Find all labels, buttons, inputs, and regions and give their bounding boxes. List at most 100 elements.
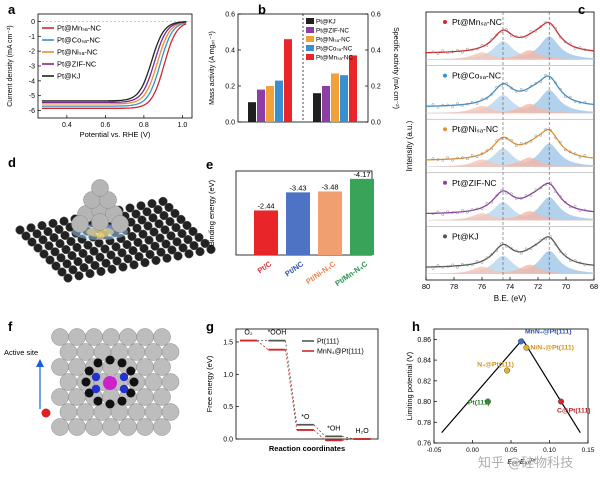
legend-label: Pt@Niₛₐ-NC	[316, 37, 351, 44]
xps-data-point	[534, 29, 538, 33]
xps-data-point	[480, 261, 484, 264]
x-tick-label: 0.05	[505, 447, 518, 454]
state-label: H₂O	[356, 428, 370, 435]
xps-data-point	[485, 256, 489, 260]
x-tick-label: 1.0	[178, 122, 188, 129]
y-tick-label-right: 0.0	[371, 120, 381, 127]
graphene-atom	[89, 246, 99, 256]
graphene-atom	[68, 265, 78, 275]
xps-data-point	[559, 140, 562, 144]
pt-atom	[68, 418, 86, 436]
xps-data-point	[431, 212, 435, 216]
fit-component	[426, 159, 594, 167]
xps-data-point	[529, 247, 533, 250]
xps-data-point	[441, 103, 445, 107]
y-tick-label: 0.82	[417, 378, 431, 385]
pt-atom	[127, 403, 146, 421]
graphene-atom	[128, 246, 138, 256]
nitrogen-atom	[119, 372, 129, 382]
xps-data-point	[519, 35, 523, 39]
carbon-atom	[84, 388, 94, 398]
xps-data-point	[554, 26, 557, 30]
sample-marker	[443, 127, 447, 132]
panel-label-b: b	[258, 2, 266, 17]
xps-data-point	[583, 208, 587, 212]
xps-data-point	[568, 95, 572, 99]
energy-bar	[254, 210, 278, 255]
y-tick-label: 0	[31, 19, 35, 26]
xps-data-point	[465, 102, 469, 106]
x-tick-label: 68	[590, 282, 598, 291]
xps-data-point	[539, 186, 543, 190]
y-axis-label: Free energy (eV)	[205, 355, 214, 412]
graphene-atom	[125, 203, 135, 213]
bar-value-label: -4.17	[353, 170, 370, 179]
chart-e: -2.44 Pt/C -3.43 Pt/NC -3.48 Pt/Ni-N₄C -4.17 Pt…	[207, 170, 374, 288]
energy-connector	[313, 424, 326, 437]
graphene-atom	[178, 243, 188, 253]
xps-data-point	[563, 95, 567, 98]
xps-data-point	[524, 247, 528, 251]
graphene-atom	[200, 238, 210, 248]
carbon-atom	[93, 396, 103, 406]
xps-data-point	[583, 154, 587, 157]
legend-label: Pt@KJ	[316, 19, 336, 26]
xps-data-point	[519, 197, 523, 200]
pt-atom	[91, 213, 109, 231]
pt-atom	[153, 358, 171, 376]
xps-data-point	[539, 238, 543, 242]
xps-data-point	[451, 50, 454, 54]
y-axis-label: Current density (mA cm⁻²)	[7, 25, 14, 107]
xps-data-point	[554, 242, 557, 246]
xps-data-point	[539, 133, 543, 137]
carbon-atom	[117, 396, 127, 406]
graphene-atom	[48, 218, 58, 228]
nitrogen-atom	[91, 384, 101, 394]
xps-data-point	[519, 142, 523, 145]
point-label: MnN₄@Pt(111)	[525, 328, 572, 335]
graphene-atom	[143, 221, 153, 231]
xps-data-point	[436, 264, 440, 267]
xps-data-point	[436, 105, 440, 109]
xps-data-point	[524, 141, 528, 145]
xps-data-point	[475, 102, 479, 105]
x-tick-label: 80	[422, 282, 430, 291]
xps-data-point	[578, 261, 582, 265]
xps-data-point	[436, 210, 440, 214]
graphene-atom	[177, 229, 187, 239]
xps-data-point	[446, 210, 450, 214]
xps-data-point	[510, 138, 513, 142]
pt-atom	[102, 418, 120, 436]
xps-data-point	[524, 89, 528, 93]
graphene-atom	[67, 251, 77, 261]
xps-data-point	[495, 139, 499, 143]
pt-atom	[153, 388, 171, 406]
x-axis-label: Eₒₕ-Eₒₕᴾᵗ	[507, 459, 535, 466]
graphene-atom	[162, 253, 172, 263]
xps-data-point	[490, 37, 494, 41]
xps-data-point	[529, 84, 533, 88]
chart-b: 0.0 0.2 0.4 0.6 0.0 0.2 0.4 0.6 Mass activity (A…	[209, 12, 399, 127]
x-tick-label: 74	[506, 282, 514, 291]
x-axis-label: B.E. (eV)	[494, 294, 527, 303]
y-tick-label: 1.0	[223, 372, 233, 379]
graphene-atom	[73, 257, 83, 267]
legend-swatch	[306, 54, 314, 60]
graphene-atom	[45, 255, 55, 265]
xps-data-point	[544, 128, 548, 131]
graphene-atom	[107, 264, 117, 274]
structure-model-f: Active site	[4, 328, 180, 436]
carbon-atom	[84, 366, 94, 376]
y-tick-label-right: 0.2	[371, 84, 381, 91]
lsv-curve	[41, 21, 187, 105]
pt-atom	[127, 343, 146, 361]
y-axis-label: Intensity (a.u.)	[405, 120, 414, 171]
xps-data-point	[451, 105, 454, 108]
graphene-atom	[145, 249, 155, 259]
graphene-atom	[62, 259, 72, 269]
xps-data-point	[441, 158, 445, 162]
graphene-atom	[164, 202, 174, 212]
xps-data-point	[505, 191, 508, 195]
xps-data-point	[514, 35, 518, 38]
graphene-atom	[172, 237, 182, 247]
